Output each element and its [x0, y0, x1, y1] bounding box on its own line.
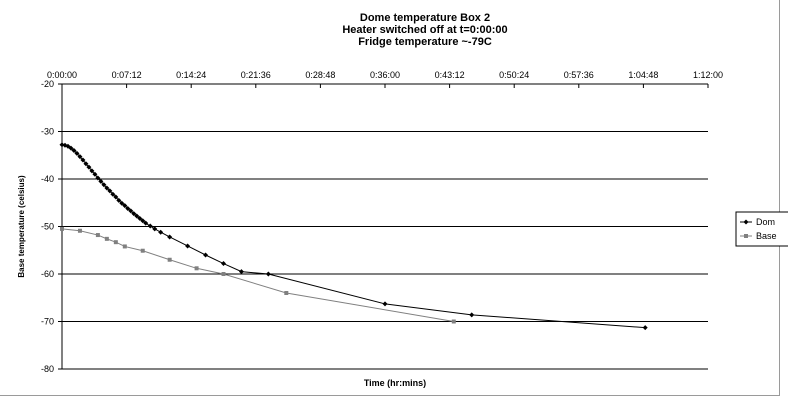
- data-point-1: [113, 240, 118, 245]
- data-point-0: [185, 243, 191, 249]
- y-tick-label: -70: [41, 317, 54, 327]
- data-point-1: [194, 266, 199, 271]
- data-point-0: [83, 161, 89, 167]
- chart-title-line-2: Heater switched off at t=0:00:00: [342, 24, 508, 36]
- data-point-1: [167, 257, 172, 262]
- y-tick-label: -50: [41, 222, 54, 232]
- data-point-0: [92, 171, 98, 177]
- x-tick-label: 0:07:12: [112, 70, 142, 80]
- data-point-1: [140, 248, 145, 253]
- data-point-0: [95, 175, 101, 181]
- x-tick-label: 1:04:48: [628, 70, 658, 80]
- data-point-0: [89, 168, 95, 174]
- data-point-0: [110, 191, 116, 197]
- data-point-0: [98, 178, 104, 184]
- y-tick-label: -20: [41, 79, 54, 89]
- data-point-0: [382, 301, 388, 307]
- y-tick-label: -30: [41, 127, 54, 137]
- data-point-0: [221, 261, 226, 267]
- y-tick-label: -60: [41, 269, 54, 279]
- x-tick-label: 0:00:00: [47, 70, 77, 80]
- data-point-0: [116, 197, 122, 203]
- data-point-0: [152, 226, 158, 232]
- data-point-0: [238, 269, 244, 275]
- data-point-0: [113, 194, 119, 200]
- chart-title-line-3: Fridge temperature ~-79C: [358, 36, 492, 48]
- data-point-0: [77, 154, 83, 160]
- data-point-0: [74, 150, 80, 156]
- data-point-0: [203, 252, 209, 258]
- data-point-1: [284, 291, 289, 295]
- data-point-0: [68, 145, 74, 151]
- x-tick-label: 0:21:36: [241, 70, 271, 80]
- legend-marker-1: [744, 234, 748, 238]
- series-line-0: [61, 144, 646, 329]
- legend-marker-0: [743, 219, 749, 225]
- x-tick-label: 0:43:12: [435, 70, 465, 80]
- data-point-0: [131, 211, 137, 217]
- y-tick-label: -80: [41, 364, 54, 374]
- data-point-0: [642, 325, 648, 331]
- legend-box: [735, 211, 788, 247]
- x-tick-label: 0:36:00: [370, 70, 400, 80]
- data-point-0: [86, 164, 92, 170]
- series-line-1: [61, 228, 454, 322]
- x-tick-label: 0:57:36: [564, 70, 594, 80]
- x-tick-label: 0:50:24: [499, 70, 529, 80]
- y-tick-label: -40: [41, 174, 54, 184]
- x-axis-title: Time (hr:mins): [364, 378, 426, 388]
- data-point-0: [137, 215, 143, 221]
- data-point-0: [101, 182, 107, 188]
- legend-label-1: Base: [756, 231, 777, 241]
- data-point-0: [265, 271, 271, 277]
- data-point-1: [104, 236, 109, 241]
- data-point-1: [451, 319, 456, 324]
- data-point-0: [140, 218, 146, 224]
- data-point-0: [167, 234, 173, 240]
- data-point-1: [122, 244, 127, 249]
- data-point-1: [77, 228, 82, 233]
- data-point-1: [95, 233, 100, 238]
- x-tick-label: 0:14:24: [176, 70, 206, 80]
- data-point-0: [104, 185, 110, 191]
- data-point-0: [59, 142, 65, 148]
- data-point-1: [221, 272, 226, 276]
- x-tick-label: 0:28:48: [305, 70, 335, 80]
- data-point-0: [134, 213, 140, 219]
- data-point-0: [128, 208, 134, 214]
- data-point-0: [147, 223, 153, 229]
- legend-label-0: Dom: [756, 217, 775, 227]
- data-point-1: [60, 226, 64, 231]
- x-tick-label: 1:12:00: [693, 70, 723, 80]
- y-axis-title: Base temperature (celsius): [17, 175, 26, 278]
- data-point-0: [80, 157, 86, 163]
- data-point-0: [119, 200, 125, 206]
- data-point-0: [158, 229, 164, 235]
- data-point-0: [469, 312, 475, 318]
- data-point-0: [71, 148, 77, 153]
- data-point-0: [125, 205, 131, 211]
- data-point-0: [143, 220, 149, 226]
- data-point-0: [122, 203, 128, 209]
- data-point-0: [107, 188, 113, 194]
- chart-title-line-1: Dome temperature Box 2: [359, 12, 491, 24]
